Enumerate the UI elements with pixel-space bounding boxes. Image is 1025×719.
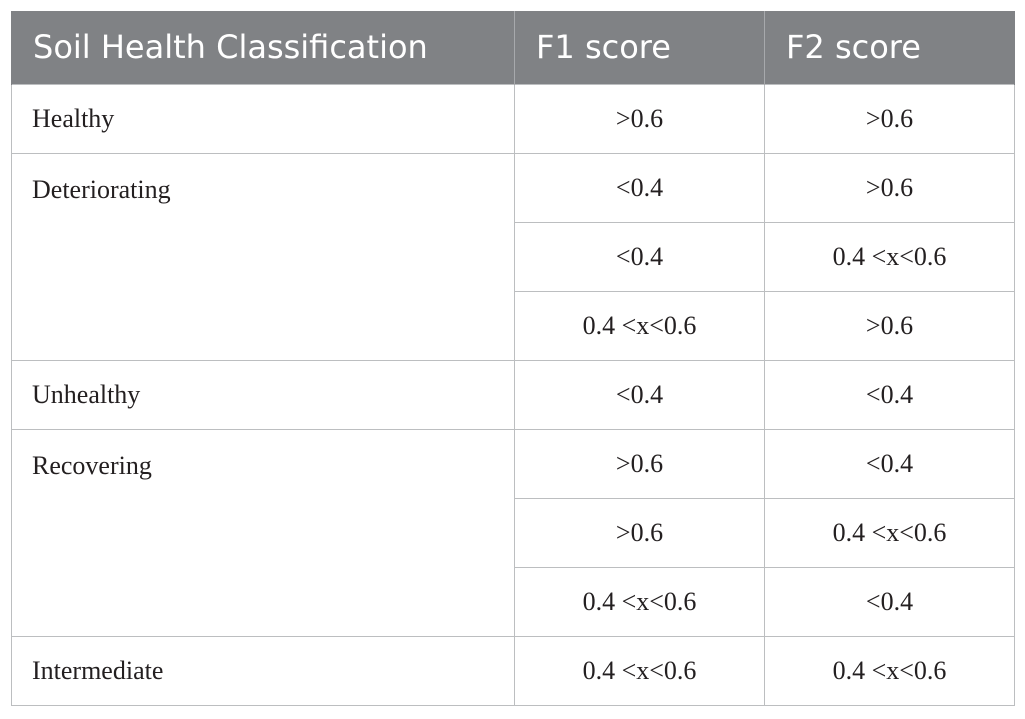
classification-intermediate: Intermediate [11, 635, 515, 706]
classification-healthy: Healthy [11, 83, 515, 154]
f2-cell: 0.4 <x<0.6 [764, 497, 1015, 568]
header-f2-score: F2 score [764, 11, 1015, 84]
soil-health-table: Soil Health Classification F1 score F2 s… [11, 11, 1015, 706]
f1-cell: >0.6 [514, 497, 765, 568]
f1-cell: 0.4 <x<0.6 [514, 566, 765, 637]
f1-cell: 0.4 <x<0.6 [514, 635, 765, 706]
classification-recovering: Recovering [11, 428, 515, 637]
f2-cell: >0.6 [764, 152, 1015, 223]
f2-cell: 0.4 <x<0.6 [764, 635, 1015, 706]
f2-cell: >0.6 [764, 290, 1015, 361]
table-row: Healthy >0.6 >0.6 [11, 83, 1015, 154]
table-header: Soil Health Classification F1 score F2 s… [11, 11, 1015, 84]
header-f1-score: F1 score [514, 11, 765, 84]
classification-deteriorating: Deteriorating [11, 152, 515, 361]
f2-cell: 0.4 <x<0.6 [764, 221, 1015, 292]
table-row: >0.6 0.4 <x<0.6 [12, 497, 1015, 568]
f1-cell: <0.4 [514, 359, 765, 430]
f2-cell: <0.4 [764, 566, 1015, 637]
f1-cell: <0.4 [514, 152, 765, 223]
table-row: <0.4 0.4 <x<0.6 [12, 221, 1015, 292]
header-row: Soil Health Classification F1 score F2 s… [11, 11, 1015, 84]
f1-cell: >0.6 [514, 428, 765, 499]
table-row: Unhealthy <0.4 <0.4 [11, 359, 1015, 430]
table-row: Deteriorating <0.4 >0.6 [11, 152, 1015, 361]
f1-cell: >0.6 [514, 83, 765, 154]
table-row: Intermediate 0.4 <x<0.6 0.4 <x<0.6 [11, 635, 1015, 706]
table-row: Recovering >0.6 <0.4 [11, 428, 1015, 637]
f2-cell: <0.4 [764, 428, 1015, 499]
table-body: Healthy >0.6 >0.6 Deteriorating <0.4 >0.… [11, 83, 1015, 706]
f2-cell: >0.6 [764, 83, 1015, 154]
classification-unhealthy: Unhealthy [11, 359, 515, 430]
header-classification: Soil Health Classification [11, 11, 515, 84]
f2-cell: <0.4 [764, 359, 1015, 430]
f1-cell: <0.4 [514, 221, 765, 292]
f1-cell: 0.4 <x<0.6 [514, 290, 765, 361]
